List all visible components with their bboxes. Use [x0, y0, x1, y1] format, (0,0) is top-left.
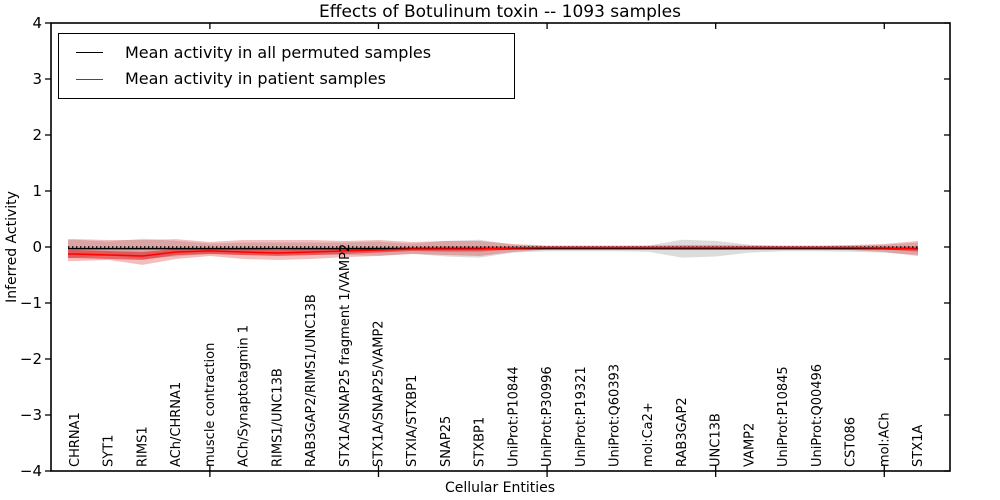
x-category-label: STXBP1: [473, 417, 488, 467]
y-tick-label: −1: [20, 294, 42, 312]
x-category-label: RAB3GAP2: [675, 397, 690, 467]
x-category-label: CST086: [844, 417, 859, 467]
series-line-patient-mean: [68, 246, 919, 257]
legend-row-patient: Mean activity in patient samples: [76, 71, 514, 87]
chart-title: Effects of Botulinum toxin -- 1093 sampl…: [319, 2, 681, 22]
y-tick-label: 1: [32, 182, 42, 200]
x-category-label: VAMP2: [742, 423, 757, 467]
legend-label-permuted: Mean activity in all permuted samples: [125, 42, 432, 62]
x-category-label: UniProt:Q60393: [608, 364, 623, 467]
legend-line-permuted-icon: [76, 52, 103, 54]
x-category-label: ACh/CHRNA1: [169, 382, 184, 467]
legend-line-patient-icon: [76, 78, 103, 80]
x-category-label: CHRNA1: [68, 412, 83, 467]
x-category-label: UniProt:P30996: [540, 366, 555, 467]
x-category-label: SNAP25: [439, 416, 454, 467]
x-category-label: UniProt:P10845: [776, 366, 791, 467]
y-tick-label: 4: [32, 14, 42, 32]
legend-row-permuted: Mean activity in all permuted samples: [76, 42, 514, 62]
y-tick-label: −3: [20, 406, 42, 424]
x-category-label: SYT1: [102, 435, 117, 467]
x-category-label: STX1A/SNAP25 fragment 1/VAMP2: [338, 244, 353, 467]
x-category-label: UNC13B: [709, 413, 724, 467]
band-patient-outer: [68, 239, 918, 265]
x-category-label: STXIA/STXBP1: [405, 375, 420, 467]
x-axis-label: Cellular Entities: [444, 480, 556, 496]
x-category-label: UniProt:P19321: [574, 366, 589, 467]
x-category-label: UniProt:P10844: [506, 366, 521, 467]
x-category-label: RAB3GAP2/RIMS1/UNC13B: [304, 294, 319, 467]
y-tick-label: −2: [20, 350, 42, 368]
y-tick-label: −4: [20, 462, 42, 480]
x-category-label: muscle contraction: [203, 343, 218, 467]
x-category-label: UniProt:Q00496: [810, 364, 825, 467]
x-category-label: mol:ACh: [877, 412, 892, 467]
y-tick-label: 3: [32, 70, 42, 88]
y-tick-label: 0: [32, 238, 42, 256]
x-category-label: STX1A: [911, 425, 926, 467]
x-category-label: STX1A/SNAP25/VAMP2: [371, 320, 386, 467]
legend-label-patient: Mean activity in patient samples: [125, 69, 386, 89]
legend: Mean activity in all permuted samples Me…: [58, 33, 515, 99]
y-tick-label: 2: [32, 126, 42, 144]
x-category-label: RIMS1/UNC13B: [270, 368, 285, 467]
x-category-label: ACh/Synaptotagmin 1: [237, 325, 252, 467]
x-category-label: mol:Ca2+: [641, 402, 656, 467]
x-category-label: RIMS1: [135, 426, 150, 467]
y-axis-label: Inferred Activity: [4, 191, 20, 303]
